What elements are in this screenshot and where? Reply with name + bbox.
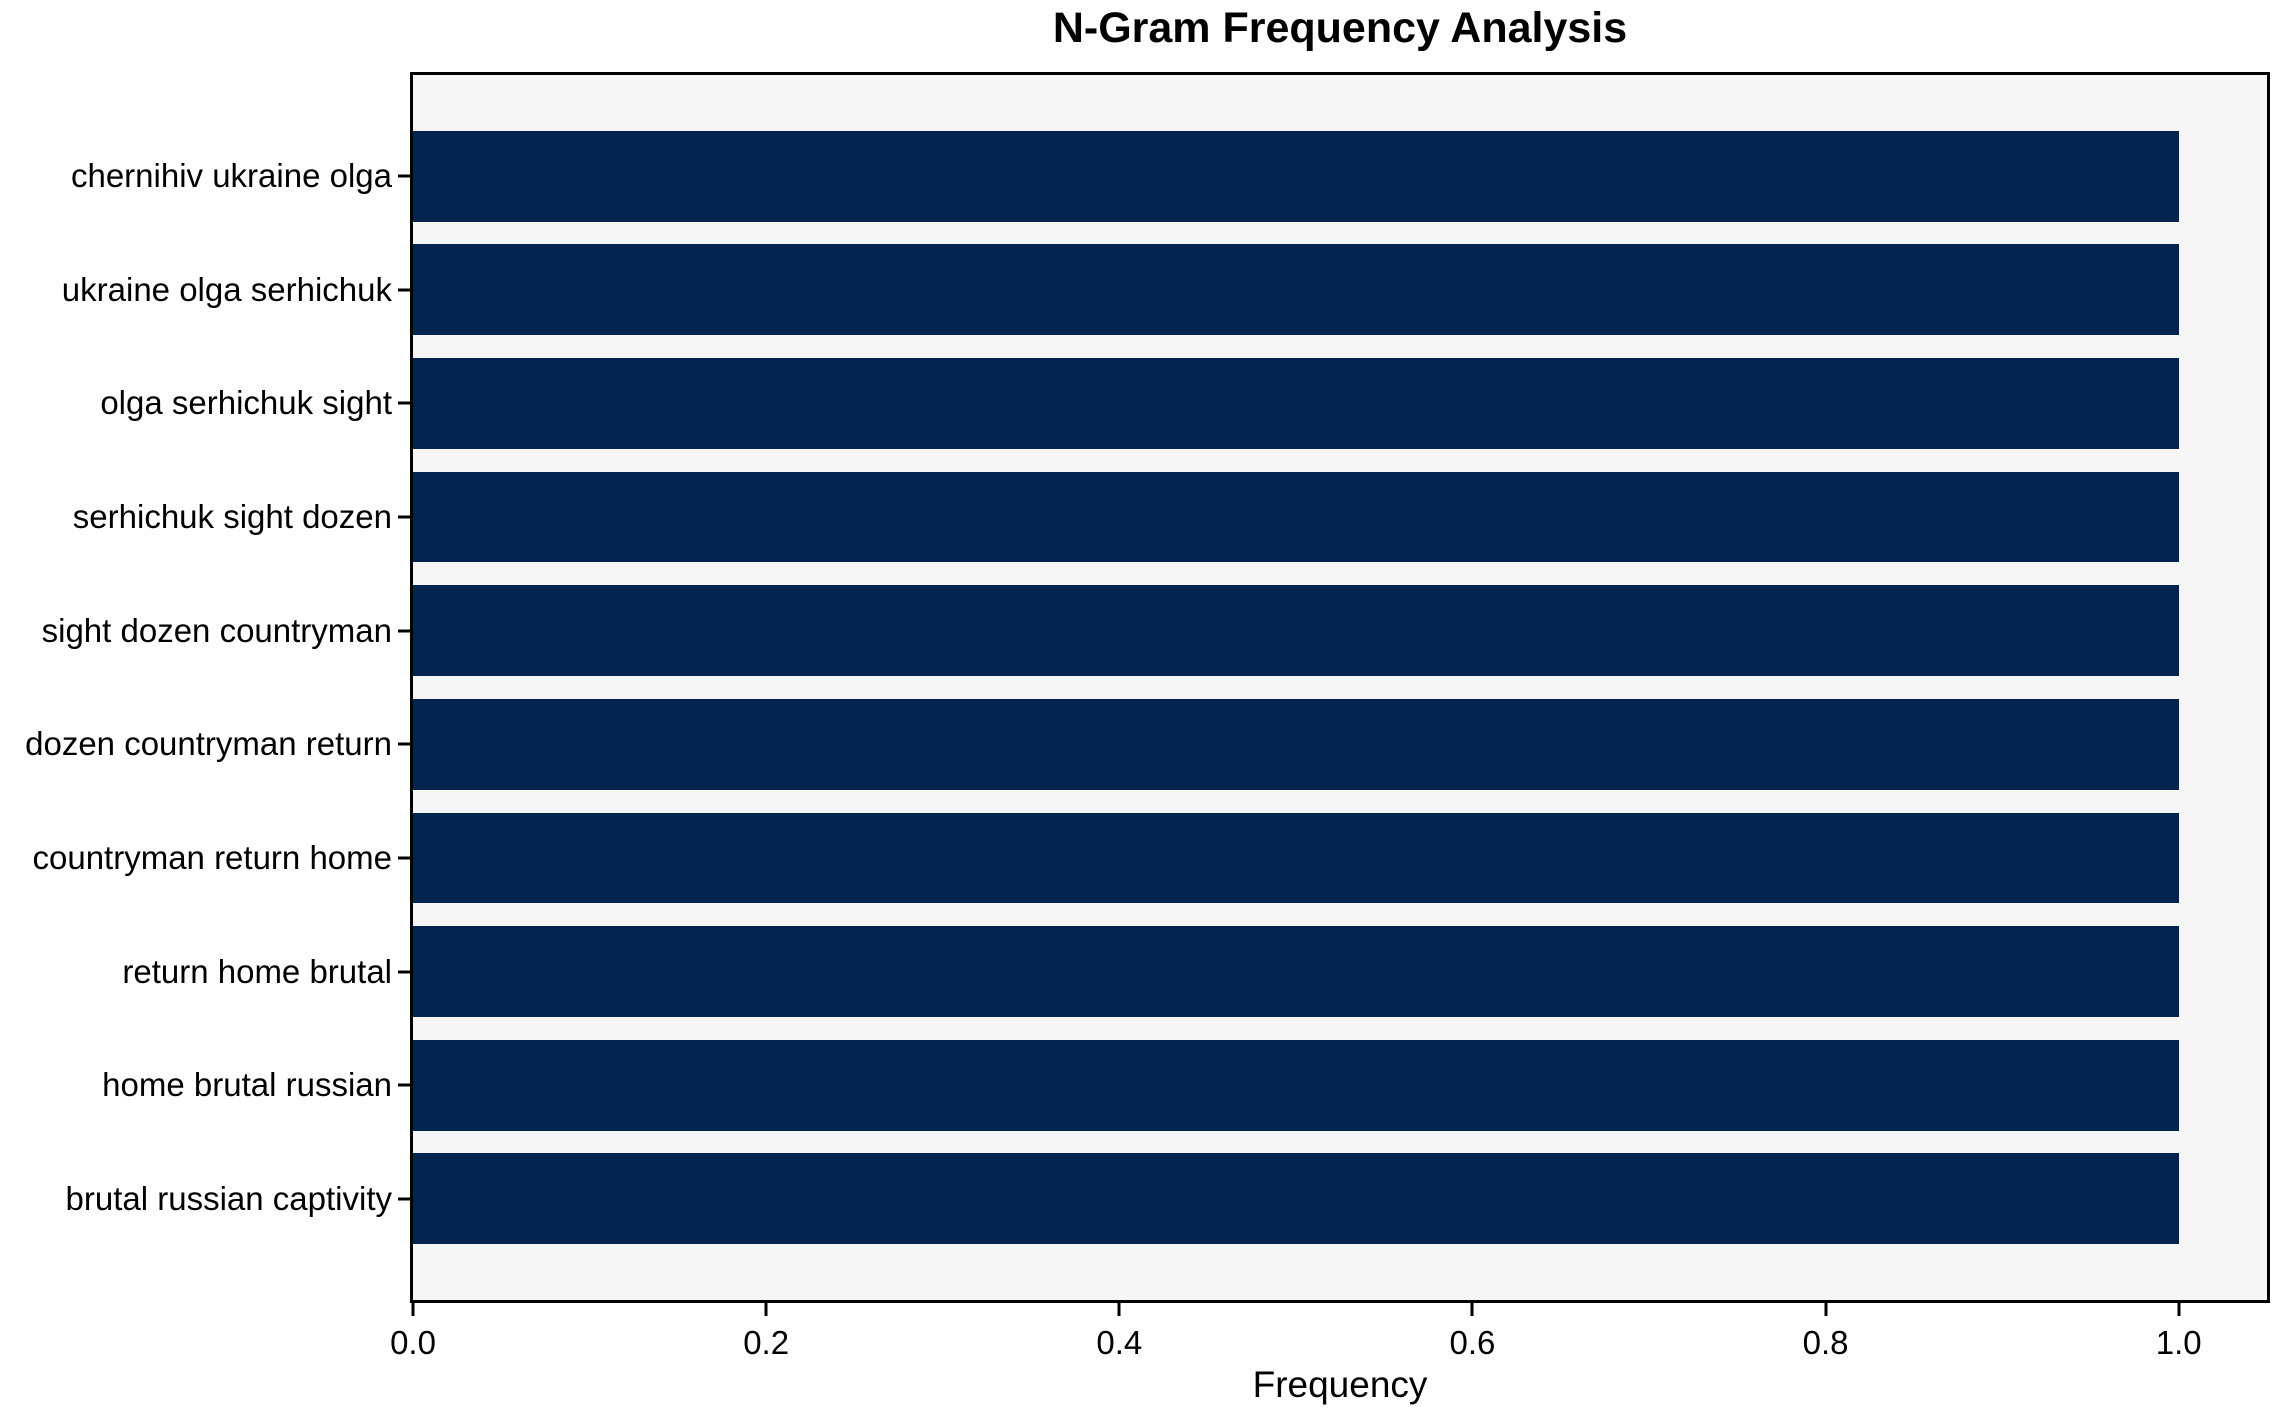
y-tick-mark <box>398 629 410 633</box>
y-tick-label: countryman return home <box>32 838 392 876</box>
x-tick-label: 1.0 <box>2155 1324 2202 1361</box>
x-tick-mark <box>411 1303 415 1316</box>
y-tick-mark <box>398 515 410 519</box>
x-tick-label: 0.8 <box>1802 1324 1849 1361</box>
y-tick-mark <box>398 742 410 746</box>
y-tick-mark <box>398 856 410 860</box>
y-tick-mark <box>398 174 410 178</box>
bar-brutal-russian-captivity <box>413 1153 2179 1245</box>
x-axis-label: Frequency <box>1252 1364 1428 1405</box>
bar-sight-dozen-countryman <box>413 585 2179 677</box>
y-tick-label: dozen countryman return <box>25 725 392 763</box>
bar-ukraine-olga-serhichuk <box>413 244 2179 336</box>
y-tick-mark <box>398 1197 410 1201</box>
y-tick-mark <box>398 970 410 974</box>
bar-countryman-return-home <box>413 812 2179 904</box>
x-tick-mark <box>1117 1303 1121 1316</box>
y-tick-label: home brutal russian <box>102 1066 392 1104</box>
x-tick-mark <box>2177 1303 2181 1316</box>
y-tick-label: chernihiv ukraine olga <box>70 157 392 195</box>
y-tick-label: sight dozen countryman <box>41 611 392 649</box>
bar-home-brutal-russian <box>413 1039 2179 1131</box>
y-tick-label: ukraine olga serhichuk <box>61 270 392 308</box>
y-tick-mark <box>398 288 410 292</box>
y-tick-mark <box>398 401 410 405</box>
x-tick-mark <box>764 1303 768 1316</box>
bar-return-home-brutal <box>413 926 2179 1018</box>
x-tick-mark <box>1470 1303 1474 1316</box>
x-tick-label: 0.2 <box>743 1324 790 1361</box>
x-tick-label: 0.6 <box>1449 1324 1496 1361</box>
y-tick-label: olga serhichuk sight <box>100 384 392 422</box>
bar-chernihiv-ukraine-olga <box>413 130 2179 222</box>
y-tick-label: brutal russian captivity <box>65 1179 392 1217</box>
y-tick-label: serhichuk sight dozen <box>72 498 392 536</box>
y-tick-label: return home brutal <box>122 952 392 990</box>
x-tick-label: 0.4 <box>1096 1324 1143 1361</box>
bar-dozen-countryman-return <box>413 698 2179 790</box>
x-tick-mark <box>1824 1303 1828 1316</box>
y-tick-mark <box>398 1083 410 1087</box>
chart-title: N-Gram Frequency Analysis <box>1052 4 1628 52</box>
x-tick-label: 0.0 <box>390 1324 436 1361</box>
bar-serhichuk-sight-dozen <box>413 471 2179 563</box>
plot-area <box>410 72 2270 1303</box>
bar-olga-serhichuk-sight <box>413 357 2179 449</box>
